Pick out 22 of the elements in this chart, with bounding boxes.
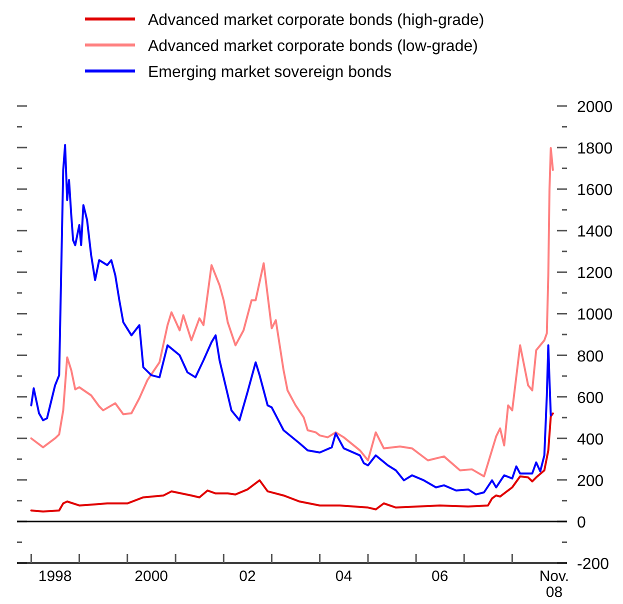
- x-tick-label: 1998: [38, 568, 72, 585]
- x-tick-label: 2000: [134, 568, 168, 585]
- y-tick-label: 1600: [577, 182, 613, 200]
- y-tick-label: -200: [577, 556, 610, 573]
- y-tick-label: 200: [577, 472, 604, 490]
- y-tick-label: 400: [577, 431, 604, 448]
- y-tick-label: 1000: [577, 306, 613, 324]
- x-tick-label: 02: [239, 568, 256, 585]
- y-tick-label: 800: [577, 348, 604, 366]
- x-tick-label: Nov. 08: [539, 568, 570, 601]
- y-tick-label: 1400: [577, 224, 613, 241]
- line-series: [30, 412, 554, 512]
- y-tick-label: 1200: [577, 265, 613, 282]
- y-tick-label: 600: [577, 390, 604, 407]
- legend-label: Advanced market corporate bonds (high-grade): [148, 12, 484, 29]
- legend-label: Advanced market corporate bonds (low-grade): [148, 38, 478, 55]
- legend-label: Emerging market sovereign bonds: [148, 64, 392, 81]
- y-tick-label: 2000: [577, 99, 613, 116]
- x-tick-label: 04: [335, 568, 352, 585]
- x-tick-label: 06: [432, 568, 448, 585]
- y-tick-label: 0: [577, 514, 586, 532]
- y-tick-label: 1800: [577, 140, 613, 158]
